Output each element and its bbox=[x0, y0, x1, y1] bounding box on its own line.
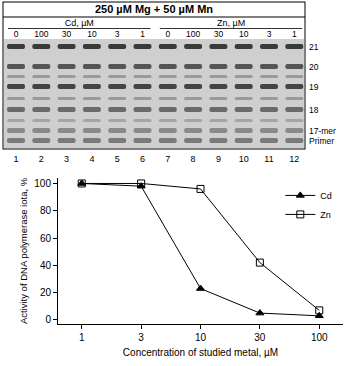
svg-text:19: 19 bbox=[309, 82, 319, 92]
svg-text:40: 40 bbox=[40, 260, 52, 271]
svg-text:10: 10 bbox=[87, 29, 97, 39]
svg-text:21: 21 bbox=[309, 42, 319, 52]
svg-text:0: 0 bbox=[165, 29, 170, 39]
svg-text:1: 1 bbox=[292, 29, 297, 39]
svg-text:3: 3 bbox=[64, 154, 69, 164]
svg-text:3: 3 bbox=[138, 332, 144, 343]
svg-text:Activity of DNA polymerase iot: Activity of DNA polymerase iota, % bbox=[18, 177, 29, 324]
svg-text:1: 1 bbox=[79, 332, 85, 343]
svg-text:8: 8 bbox=[191, 154, 196, 164]
svg-text:0: 0 bbox=[45, 314, 51, 325]
svg-text:30: 30 bbox=[254, 332, 266, 343]
svg-text:10: 10 bbox=[195, 332, 207, 343]
svg-text:1: 1 bbox=[140, 29, 145, 39]
svg-text:17-mer: 17-mer bbox=[309, 126, 336, 136]
svg-text:Cd: Cd bbox=[320, 191, 332, 201]
svg-text:30: 30 bbox=[214, 29, 224, 39]
svg-text:10: 10 bbox=[239, 154, 249, 164]
svg-text:100: 100 bbox=[186, 29, 200, 39]
svg-text:Concentration of studied metal: Concentration of studied metal, µM bbox=[123, 347, 278, 358]
svg-text:Primer: Primer bbox=[309, 136, 334, 146]
svg-text:100: 100 bbox=[34, 178, 51, 189]
svg-text:11: 11 bbox=[264, 154, 273, 164]
svg-text:6: 6 bbox=[140, 154, 145, 164]
svg-text:0: 0 bbox=[14, 29, 19, 39]
svg-text:20: 20 bbox=[40, 287, 52, 298]
svg-text:100: 100 bbox=[311, 332, 328, 343]
svg-text:5: 5 bbox=[115, 154, 120, 164]
svg-text:9: 9 bbox=[216, 154, 221, 164]
svg-text:80: 80 bbox=[40, 205, 52, 216]
svg-text:60: 60 bbox=[40, 233, 52, 244]
svg-text:10: 10 bbox=[239, 29, 249, 39]
svg-text:20: 20 bbox=[309, 62, 319, 72]
svg-text:100: 100 bbox=[34, 29, 48, 39]
svg-text:18: 18 bbox=[309, 105, 319, 115]
svg-text:Zn, µM: Zn, µM bbox=[217, 18, 245, 28]
svg-text:4: 4 bbox=[89, 154, 94, 164]
svg-text:12: 12 bbox=[289, 154, 299, 164]
svg-text:2: 2 bbox=[39, 154, 44, 164]
svg-text:3: 3 bbox=[115, 29, 120, 39]
svg-text:Zn: Zn bbox=[320, 210, 331, 220]
svg-text:1: 1 bbox=[13, 154, 18, 164]
svg-text:3: 3 bbox=[267, 29, 272, 39]
svg-text:30: 30 bbox=[62, 29, 72, 39]
svg-text:250 µM Mg + 50 µM Mn: 250 µM Mg + 50 µM Mn bbox=[95, 3, 213, 15]
svg-text:7: 7 bbox=[165, 154, 170, 164]
svg-text:Cd, µM: Cd, µM bbox=[65, 18, 94, 28]
